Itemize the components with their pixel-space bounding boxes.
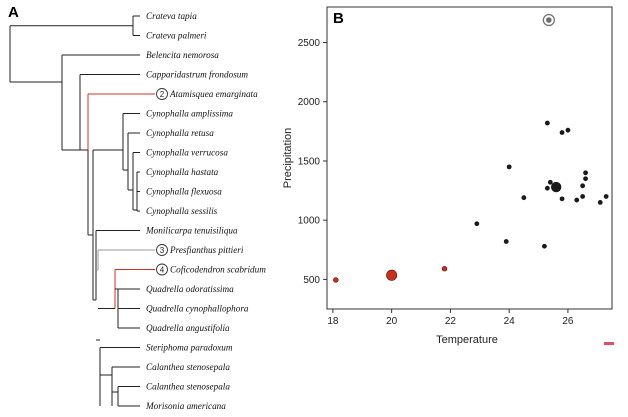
scatter-point (580, 183, 586, 189)
scatter-point (583, 170, 588, 176)
taxon-label: Quadrella odoratissima (146, 284, 234, 294)
taxon-label: Crateva palmeri (146, 31, 207, 41)
scatter-point (333, 277, 339, 283)
taxon-label: Cynophalla hastata (146, 167, 219, 177)
taxon-label: Belencita nemorosa (146, 50, 219, 60)
plot-frame (326, 6, 613, 310)
scatter-point (583, 176, 588, 182)
taxon-label: Cynophalla verrucosa (146, 148, 228, 158)
taxon-label: Steriphoma paradoxum (146, 343, 233, 353)
scatter-point (544, 185, 550, 191)
panel-a-phylogeny: A Crateva tapia Crateva palmeri Belencita … (8, 4, 266, 411)
x-axis-label: Temperature (436, 334, 498, 346)
scatter-point (547, 179, 553, 185)
scatter-point (506, 164, 512, 170)
taxon-label: Calanthea stenosepala (146, 362, 230, 372)
scatter-point (441, 266, 448, 272)
scatter-point (559, 130, 565, 135)
node-marker-number: 4 (160, 266, 165, 275)
taxon-label: Calanthea stenosepala (146, 382, 230, 392)
taxon-label: Cynophalla flexuosa (146, 187, 222, 197)
scatter-point (565, 127, 571, 133)
scatter-point (603, 194, 609, 199)
scatter-point (521, 195, 527, 201)
corner-mark (604, 342, 614, 345)
taxon-label: Quadrella cynophallophora (146, 304, 249, 314)
node-marker-number: 2 (160, 90, 165, 99)
scatter-point (597, 200, 603, 205)
taxon-label: Cynophalla amplissima (146, 109, 233, 119)
y-tick-label: 1500 (298, 156, 321, 167)
x-tick-label: 20 (386, 316, 398, 327)
node-marker-ring (156, 244, 168, 256)
node-marker-ring (156, 88, 168, 100)
taxon-label: Morisonia americana (145, 401, 226, 411)
x-tick-label: 22 (445, 316, 457, 327)
scatter-point (559, 196, 565, 202)
x-tick-label: 26 (562, 316, 574, 327)
taxon-label: Cynophalla retusa (146, 128, 214, 138)
scatter-point (550, 181, 562, 193)
scatter-point (574, 197, 580, 203)
taxon-label: Cynophalla sessilis (146, 206, 218, 216)
panel-b-letter: B (333, 10, 344, 27)
panel-a-letter: A (8, 4, 19, 21)
scatter-point (503, 239, 509, 244)
scatter-point-ring-core (546, 17, 552, 23)
axis-ticks: 18 20 22 24 26 500 1000 1500 2000 2500 (298, 38, 574, 327)
taxon-label: Quadrella angustifolia (146, 323, 230, 333)
y-axis-label: Precipitation (282, 128, 294, 189)
y-tick-label: 2500 (298, 38, 321, 49)
y-tick-label: 2000 (298, 97, 321, 108)
taxon-label: Monilicarpa tenuisiliqua (145, 226, 238, 236)
node-marker-number: 3 (160, 246, 165, 255)
scatter-point (580, 194, 586, 199)
data-points (333, 13, 609, 283)
taxon-label: Atamisquea emarginata (169, 89, 258, 99)
x-tick-label: 18 (327, 316, 339, 327)
taxon-label: Coficodendron scabridum (170, 265, 266, 275)
y-tick-label: 1000 (298, 216, 321, 227)
y-tick-label: 500 (303, 275, 320, 286)
panel-b-scatter: B 18 20 22 24 26 500 1000 1500 2000 2500 Temperat… (282, 6, 613, 346)
scatter-point (542, 243, 547, 249)
x-tick-label: 24 (504, 316, 516, 327)
taxon-label: Capparidastrum frondosum (146, 70, 248, 80)
taxon-labels: Crateva tapia Crateva palmeri Belencita ne… (145, 11, 266, 411)
node-marker-ring (156, 263, 168, 276)
scatter-point (386, 269, 398, 281)
taxon-label: Crateva tapia (146, 11, 197, 21)
phylogeny-tree-branches (9, 15, 155, 407)
taxon-label: Presfianthus pittieri (169, 245, 244, 255)
scatter-point (544, 120, 550, 126)
scatter-point (474, 221, 480, 227)
